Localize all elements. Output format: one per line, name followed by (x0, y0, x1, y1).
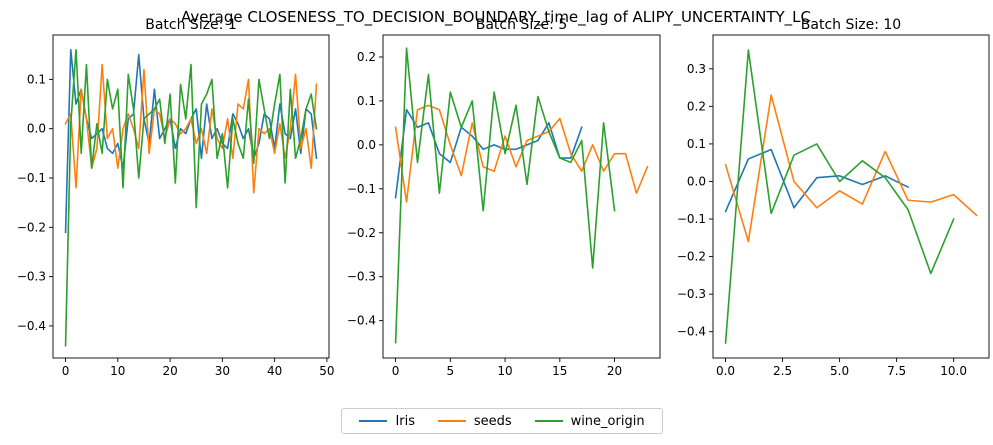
x-tick-label: 30 (215, 364, 230, 378)
x-tick-label: 20 (607, 364, 622, 378)
y-tick-label: −0.1 (677, 212, 706, 226)
x-tick-label: 5.0 (830, 364, 849, 378)
legend-item-iris: Iris (359, 414, 415, 429)
axes-frame (52, 34, 330, 359)
series-line-wine-origin (724, 49, 955, 344)
legend-item-wine-origin: wine_origin (534, 413, 645, 429)
series-line-seeds (394, 104, 649, 203)
series-line-seeds (64, 63, 318, 194)
y-tick-label: 0.3 (687, 62, 706, 76)
x-tick-label: 10.0 (940, 364, 967, 378)
panel-title: Batch Size: 10 (801, 17, 901, 33)
x-tick-label: 2.5 (773, 364, 792, 378)
y-tick-label: 0.0 (357, 138, 376, 152)
series-line-iris (724, 148, 910, 213)
legend-swatch-seeds (437, 420, 466, 422)
panel-2: Batch Size: 5 0 5 10 15 20 −0.4 −0.3 −0.2 −0.1 0.0… (347, 17, 661, 378)
plot-area (394, 47, 649, 344)
legend-label-wine-origin: wine_origin (570, 413, 645, 429)
plot-area (64, 48, 318, 347)
x-tick-label: 0.0 (716, 364, 735, 378)
y-tick-label: −0.3 (677, 287, 706, 301)
x-tick-label: 0 (392, 364, 400, 378)
x-tick-label: 10 (497, 364, 512, 378)
axes-frame (712, 34, 990, 359)
y-tick-label: 0.0 (27, 122, 46, 136)
y-tick-label: 0.0 (687, 174, 706, 188)
x-tick-label: 10 (110, 364, 125, 378)
legend-label-iris: Iris (395, 413, 416, 429)
y-tick-label: 0.2 (357, 50, 376, 64)
legend-swatch-iris (359, 420, 388, 422)
y-tick-label: −0.3 (17, 270, 46, 284)
y-tick-label: −0.2 (347, 226, 376, 240)
legend-label-seeds: seeds (473, 413, 512, 429)
y-tick-label: −0.1 (17, 171, 46, 185)
y-tick-label: 0.2 (687, 99, 706, 113)
series-line-wine-origin (64, 48, 318, 347)
y-tick-label: 0.1 (357, 94, 376, 108)
y-tick-label: −0.1 (347, 182, 376, 196)
y-tick-label: 0.1 (27, 72, 46, 86)
legend-swatch-wine-origin (534, 420, 563, 422)
panel-1: Batch Size: 1 0 10 20 30 40 50 −0.4 −0.3 −0.2 −0.1… (17, 17, 335, 378)
x-tick-label: 15 (552, 364, 567, 378)
x-tick-label: 7.5 (887, 364, 906, 378)
x-tick-label: 50 (319, 364, 334, 378)
series-line-seeds (724, 94, 978, 243)
y-tick-label: −0.4 (17, 319, 46, 333)
y-tick-label: −0.4 (347, 314, 376, 328)
y-tick-label: −0.2 (17, 220, 46, 234)
suptitle: Average CLOSENESS_TO_DECISION_BOUNDARY_t… (181, 8, 811, 27)
panel-title: Batch Size: 5 (476, 17, 568, 33)
y-tick-label: −0.3 (347, 270, 376, 284)
x-tick-label: 0 (62, 364, 70, 378)
y-tick-label: −0.2 (677, 250, 706, 264)
y-tick-label: 0.1 (687, 137, 706, 151)
legend: Iris seeds wine_origin (341, 408, 663, 434)
series-line-wine-origin (394, 47, 616, 344)
legend-item-seeds: seeds (437, 413, 512, 429)
axes-frame (382, 34, 661, 359)
y-tick-label: −0.4 (677, 325, 706, 339)
x-tick-label: 20 (162, 364, 177, 378)
plot-area (724, 49, 978, 344)
x-tick-label: 40 (267, 364, 282, 378)
panel-3: Batch Size: 10 0.0 2.5 5.0 7.5 10.0 −0.4 −0.3 −0… (677, 17, 990, 378)
x-tick-label: 5 (447, 364, 455, 378)
panel-title: Batch Size: 1 (145, 17, 237, 33)
